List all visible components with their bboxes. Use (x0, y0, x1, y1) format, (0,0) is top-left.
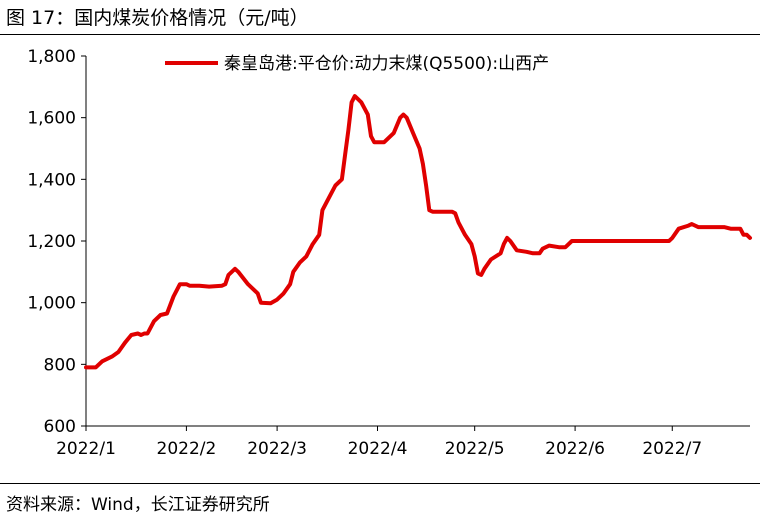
y-tick-label: 1,000 (27, 294, 76, 314)
y-tick-label: 1,200 (27, 232, 76, 252)
legend-label: 秦皇岛港:平仓价:动力末煤(Q5500):山西产 (224, 54, 549, 74)
y-tick-label: 1,800 (27, 47, 76, 67)
x-tick-label: 2022/6 (545, 439, 605, 459)
top-rule (0, 34, 760, 35)
y-tick-label: 1,600 (27, 109, 76, 129)
x-tick-label: 2022/5 (445, 439, 505, 459)
y-tick-label: 800 (44, 355, 76, 375)
figure-title: 图 17：国内煤炭价格情况（元/吨） (6, 7, 309, 29)
y-tick-label: 600 (44, 417, 76, 437)
x-axis: 2022/1 2022/2 2022/3 2022/4 2022/5 2022/6 2022… (56, 425, 750, 459)
x-tick-label: 2022/2 (157, 439, 217, 459)
legend: 秦皇岛港:平仓价:动力末煤(Q5500):山西产 (165, 54, 549, 74)
source-note: 资料来源：Wind，长江证券研究所 (6, 495, 270, 515)
series-line (84, 94, 752, 370)
x-tick-label: 2022/3 (247, 439, 307, 459)
y-tick-label: 1,400 (27, 170, 76, 190)
bottom-rule (0, 483, 760, 484)
series-layer (84, 94, 752, 370)
y-axis: 600 800 1,000 1,200 1,400 1,600 1,800 (27, 47, 87, 437)
x-tick-label: 2022/1 (56, 439, 116, 459)
x-tick-label: 2022/7 (642, 439, 702, 459)
x-tick-label: 2022/4 (348, 439, 408, 459)
